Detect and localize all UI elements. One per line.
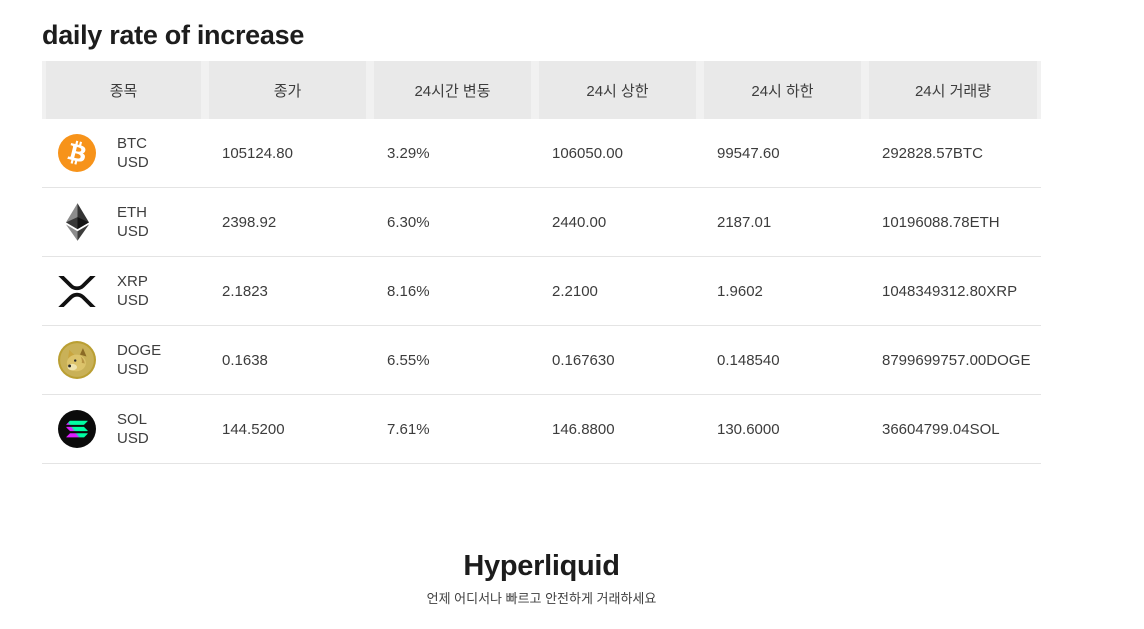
close-price: 144.5200	[222, 420, 285, 438]
column-header-high: 24시 상한	[535, 61, 700, 119]
change-24h: 8.16%	[387, 282, 430, 300]
footer: Hyperliquid 언제 어디서나 빠르고 안전하게 거래하세요	[42, 550, 1041, 607]
high-24h: 2440.00	[552, 213, 607, 231]
base-symbol: SOL	[117, 411, 148, 428]
table-row-doge-usd[interactable]: DOGE USD 0.1638 6.55% 0.167630 0.148540 …	[42, 326, 1041, 395]
column-header-symbol: 종목	[42, 61, 205, 119]
base-symbol: XRP	[117, 273, 148, 290]
low-24h: 130.6000	[717, 420, 780, 438]
table-row-xrp-usd[interactable]: XRP USD 2.1823 8.16% 2.2100 1.9602 10483…	[42, 257, 1041, 326]
high-24h: 0.167630	[552, 351, 615, 369]
low-24h: 1.9602	[717, 282, 763, 300]
change-24h: 7.61%	[387, 420, 430, 438]
brand-tagline: 언제 어디서나 빠르고 안전하게 거래하세요	[426, 591, 657, 606]
page-title: daily rate of increase	[42, 20, 305, 50]
volume-24h: 8799699757.00DOGE	[882, 351, 1031, 369]
quote-symbol: USD	[117, 154, 149, 171]
crypto-price-table: 종목 종가 24시간 변동 24시 상한 24시 하한 24시 거래량 BTC …	[42, 61, 1041, 464]
quote-symbol: USD	[117, 223, 149, 240]
close-price: 2.1823	[222, 282, 268, 300]
low-24h: 2187.01	[717, 213, 772, 231]
table-row-eth-usd[interactable]: ETH USD 2398.92 6.30% 2440.00 2187.01 10…	[42, 188, 1041, 257]
column-header-volume: 24시 거래량	[865, 61, 1041, 119]
close-price: 0.1638	[222, 351, 268, 369]
close-price: 105124.80	[222, 144, 293, 162]
column-header-close: 종가	[205, 61, 370, 119]
low-24h: 0.148540	[717, 351, 780, 369]
dogecoin-icon	[58, 341, 96, 379]
solana-icon	[58, 410, 96, 448]
column-header-change: 24시간 변동	[370, 61, 535, 119]
high-24h: 146.8800	[552, 420, 615, 438]
column-header-low: 24시 하한	[700, 61, 865, 119]
volume-24h: 1048349312.80XRP	[882, 282, 1018, 300]
volume-24h: 292828.57BTC	[882, 144, 983, 162]
high-24h: 106050.00	[552, 144, 623, 162]
quote-symbol: USD	[117, 430, 149, 447]
bitcoin-icon	[58, 134, 96, 172]
volume-24h: 36604799.04SOL	[882, 420, 1000, 438]
xrp-icon	[58, 272, 96, 310]
change-24h: 3.29%	[387, 144, 430, 162]
table-row-btc-usd[interactable]: BTC USD 105124.80 3.29% 106050.00 99547.…	[42, 119, 1041, 188]
quote-symbol: USD	[117, 292, 149, 309]
low-24h: 99547.60	[717, 144, 780, 162]
change-24h: 6.30%	[387, 213, 430, 231]
main-content: daily rate of increase 종목 종가 24시간 변동 24시…	[42, 0, 1041, 607]
brand-title: Hyperliquid	[463, 550, 620, 582]
base-symbol: ETH	[117, 204, 147, 221]
base-symbol: DOGE	[117, 342, 162, 359]
base-symbol: BTC	[117, 135, 147, 152]
quote-symbol: USD	[117, 361, 149, 378]
volume-24h: 10196088.78ETH	[882, 213, 1000, 231]
table-row-sol-usd[interactable]: SOL USD 144.5200 7.61% 146.8800 130.6000…	[42, 395, 1041, 464]
ethereum-icon	[58, 203, 96, 241]
high-24h: 2.2100	[552, 282, 598, 300]
change-24h: 6.55%	[387, 351, 430, 369]
table-header-row: 종목 종가 24시간 변동 24시 상한 24시 하한 24시 거래량	[42, 61, 1041, 119]
close-price: 2398.92	[222, 213, 277, 231]
